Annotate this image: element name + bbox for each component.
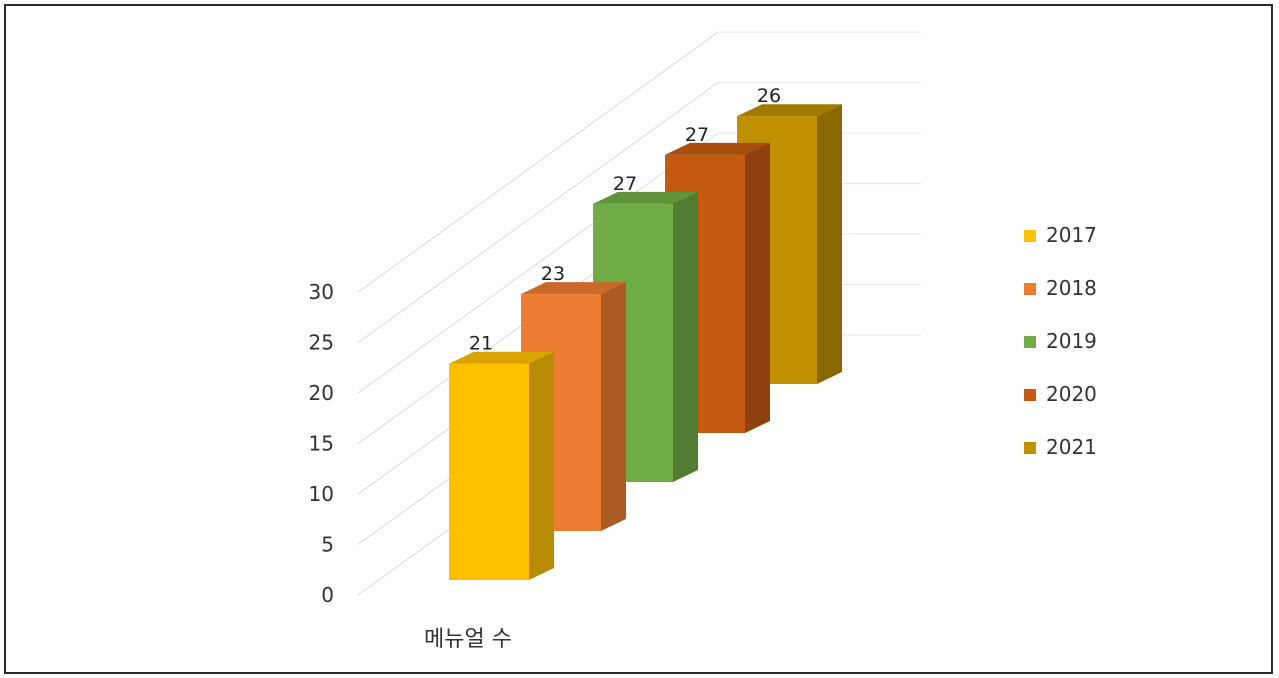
legend-label-2019: 2019 (1046, 329, 1097, 353)
data-label-2018: 23 (541, 263, 565, 285)
bar-top-2017 (449, 351, 554, 364)
legend-label-2021: 2021 (1046, 435, 1097, 459)
bar-top-2019 (593, 191, 698, 204)
data-label-2020: 27 (685, 124, 709, 146)
bar-front-2017 (449, 363, 529, 580)
legend-label-2020: 2020 (1046, 382, 1097, 406)
bar-side-2018 (601, 282, 626, 531)
gridline (357, 132, 719, 394)
legend-label-2017: 2017 (1046, 223, 1097, 247)
data-label-2021: 26 (757, 85, 781, 107)
legend-swatch-2017 (1024, 230, 1036, 242)
bar-side-2021 (817, 104, 842, 384)
y-tick-label: 30 (309, 280, 334, 304)
legend-label-2018: 2018 (1046, 276, 1097, 300)
bar-side-2020 (745, 142, 770, 433)
bar-side-2019 (673, 191, 698, 482)
y-tick-label: 25 (309, 331, 334, 355)
data-label-2017: 21 (469, 333, 493, 355)
bar-side-2017 (529, 351, 554, 580)
legend-swatch-2018 (1024, 283, 1036, 295)
bars: 26 27 27 23 21 (449, 85, 842, 580)
bar-top-2020 (665, 142, 770, 155)
category-label: 메뉴얼 수 (424, 627, 512, 652)
y-tick-label: 15 (309, 432, 334, 456)
legend-swatch-2019 (1024, 336, 1036, 348)
legend-swatch-2021 (1024, 442, 1036, 454)
chart-frame: 0 5 10 15 20 25 30 26 27 27 23 21 메뉴얼 수 2017 2018 2019 2… (4, 4, 1273, 674)
y-tick-label: 10 (309, 482, 334, 506)
y-tick-label: 5 (321, 533, 334, 557)
y-tick-label: 0 (321, 583, 334, 607)
y-tick-label: 20 (309, 381, 334, 405)
gridline (357, 31, 719, 293)
bar-top-2018 (521, 282, 626, 295)
bar-2017: 21 (449, 333, 554, 580)
legend-swatch-2020 (1024, 389, 1036, 401)
data-label-2019: 27 (613, 173, 637, 195)
gridline (357, 82, 719, 344)
bar-top-2021 (737, 104, 842, 117)
legend: 2017 2018 2019 2020 2021 (1024, 223, 1097, 459)
y-axis-ticks: 0 5 10 15 20 25 30 (309, 280, 334, 607)
